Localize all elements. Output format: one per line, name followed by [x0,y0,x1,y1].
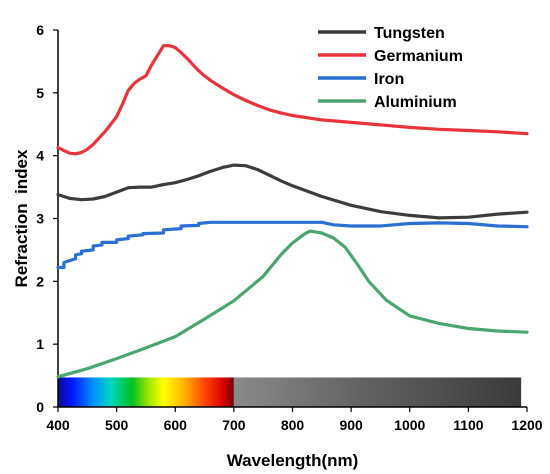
x-tick-label: 800 [281,417,305,433]
x-tick-label: 900 [339,417,363,433]
series-line-tungsten [56,163,529,220]
legend-label-germanium: Germanium [374,48,463,65]
legend-label-tungsten: Tungsten [374,25,445,42]
x-tick-label: 1200 [511,417,542,433]
y-axis-title: Refraction index [12,149,31,287]
y-tick-label: 2 [36,273,44,289]
x-tick-label: 500 [105,417,129,433]
y-tick-label: 4 [36,148,44,164]
y-tick-label: 5 [36,85,44,101]
legend-label-iron: Iron [374,71,404,88]
x-tick-label: 400 [46,417,70,433]
legend-label-aluminium: Aluminium [374,94,457,111]
series-line-aluminium [56,229,529,379]
y-tick-label: 6 [36,22,44,38]
y-tick-label: 0 [36,399,44,415]
y-tick-label: 3 [36,211,44,227]
plot-area: 400 500 600 700 800 900 1000 1100 1200 0 1 2 3 4 5 6 Wav… [12,22,543,470]
series-line-germanium [56,44,529,156]
x-tick-label: 1100 [453,417,484,433]
x-tick-label: 700 [222,417,246,433]
x-tick-label: 1000 [394,417,425,433]
y-tick-label: 1 [36,336,44,352]
series-line-iron [56,220,529,270]
x-axis-title: Wavelength(nm) [227,451,359,470]
visible-spectrum-bar [58,377,234,407]
infrared-spectrum-bar [233,377,522,407]
x-tick-label: 600 [164,417,188,433]
